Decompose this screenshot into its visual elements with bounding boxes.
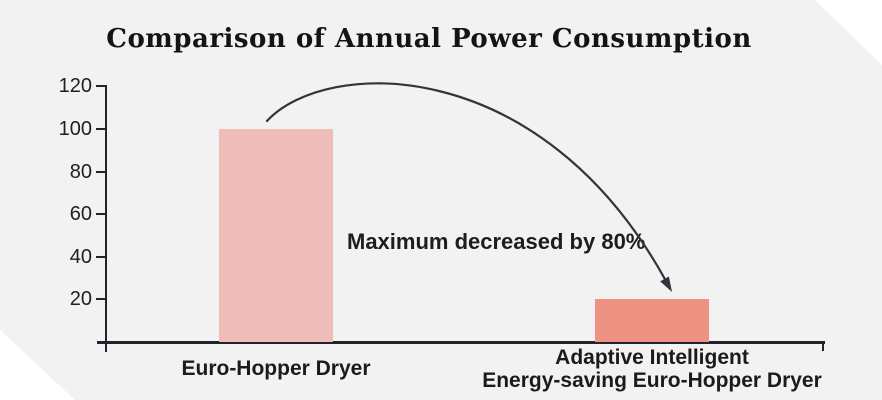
x-axis-label-2: Adaptive Intelligent Energy-saving Euro-H… — [482, 346, 822, 392]
y-tick-label: 40 — [69, 245, 92, 268]
y-tick-mark — [96, 255, 107, 258]
y-tick-label: 120 — [58, 75, 92, 98]
y-axis-line — [105, 86, 107, 352]
y-tick-mark — [96, 85, 107, 88]
y-tick-mark — [96, 213, 107, 216]
y-tick-mark — [96, 298, 107, 301]
y-tick-mark — [96, 128, 107, 130]
bar-1 — [219, 129, 333, 342]
x-axis-end-tick — [822, 341, 824, 351]
y-tick-label: 20 — [69, 288, 92, 311]
x-axis-label-line: Adaptive Intelligent — [555, 346, 749, 369]
chart-title: Comparison of Annual Power Consumption — [106, 24, 752, 54]
x-axis-label-line: Euro-Hopper Dryer — [181, 357, 371, 380]
x-axis-label-line: Energy-saving Euro-Hopper Dryer — [482, 369, 822, 392]
y-tick-label: 60 — [69, 203, 92, 226]
x-axis-label-1: Euro-Hopper Dryer — [181, 357, 370, 380]
bar-2 — [595, 299, 709, 342]
x-axis-line — [97, 341, 825, 344]
y-tick-label: 100 — [58, 118, 92, 140]
y-tick-label: 80 — [69, 160, 92, 183]
y-tick-mark — [96, 170, 107, 173]
annotation-text: Maximum decreased by 80% — [347, 229, 646, 254]
